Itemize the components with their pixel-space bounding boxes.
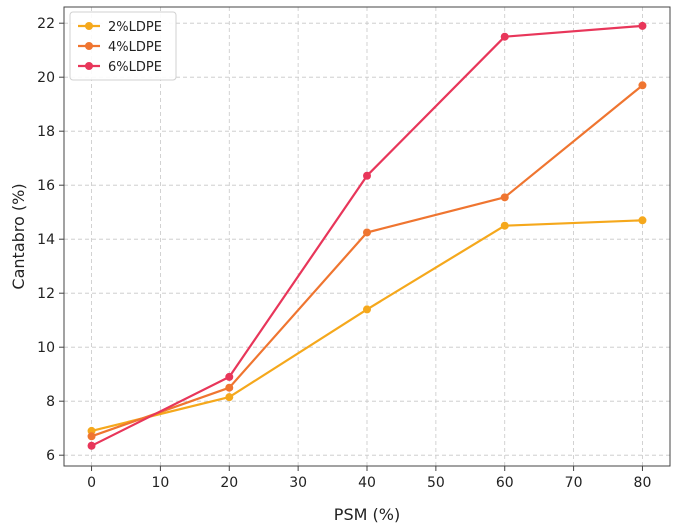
- x-tick-label: 40: [358, 475, 376, 491]
- y-axis-title: Cantabro (%): [9, 183, 28, 289]
- data-point: [225, 372, 234, 381]
- y-tick-label: 14: [37, 232, 55, 248]
- data-point: [87, 432, 96, 441]
- x-tick-label: 20: [220, 475, 238, 491]
- legend-swatch-marker: [85, 22, 93, 30]
- x-tick-label: 0: [87, 475, 96, 491]
- y-tick-label: 18: [37, 124, 55, 140]
- data-point: [363, 305, 371, 314]
- grid: [64, 7, 670, 466]
- data-point: [225, 393, 234, 402]
- data-point: [500, 32, 509, 41]
- legend-swatch-marker: [85, 42, 93, 50]
- x-tick-label: 60: [496, 475, 514, 491]
- y-tick-label: 16: [37, 178, 55, 194]
- data-point: [225, 383, 234, 392]
- x-tick-label: 70: [565, 475, 583, 491]
- data-point: [363, 228, 371, 237]
- y-tick-label: 8: [46, 394, 55, 410]
- data-point: [638, 21, 647, 30]
- series: [87, 21, 647, 450]
- x-axis-title: PSM (%): [334, 505, 400, 524]
- data-point: [87, 441, 96, 450]
- x-tick-label: 50: [427, 475, 445, 491]
- legend-box: [69, 11, 177, 81]
- data-point: [638, 216, 647, 225]
- data-point: [500, 193, 509, 202]
- x-tick-label: 10: [151, 475, 169, 491]
- data-point: [500, 221, 509, 230]
- x-tick-label: 80: [634, 475, 652, 491]
- legend: 2%LDPE 4%LDPE 6%LDPE: [69, 11, 177, 81]
- legend-label: 6%LDPE: [108, 60, 162, 75]
- y-tick-label: 22: [37, 16, 55, 32]
- axis-ticks: 0 10 20 30 40 50 60 70 80 6 8 10 12 14 16 18 20 22: [37, 16, 651, 491]
- series-2: [87, 81, 647, 441]
- series-3: [87, 21, 647, 450]
- data-point: [363, 171, 371, 180]
- y-tick-label: 12: [37, 286, 55, 302]
- y-tick-label: 10: [37, 340, 55, 356]
- y-tick-label: 20: [37, 70, 55, 86]
- legend-label: 2%LDPE: [108, 20, 162, 35]
- x-tick-label: 30: [289, 475, 307, 491]
- y-tick-label: 6: [46, 448, 55, 464]
- legend-label: 4%LDPE: [108, 40, 162, 55]
- data-point: [638, 81, 647, 90]
- legend-swatch-marker: [85, 62, 93, 70]
